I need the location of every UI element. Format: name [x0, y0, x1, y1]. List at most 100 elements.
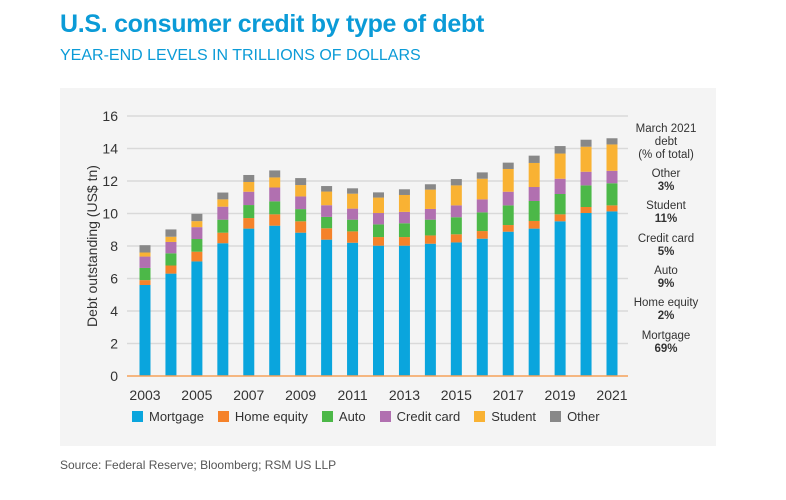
- bar-segment-credit-card: [450, 205, 462, 218]
- bar-segment-home-equity: [269, 214, 281, 226]
- annotation-item: Credit card 5%: [628, 233, 704, 259]
- bar-segment-student: [165, 236, 177, 242]
- bar-segment-auto: [373, 224, 384, 238]
- legend-label: Other: [567, 409, 600, 424]
- bar-segment-mortgage: [269, 225, 281, 376]
- annotation-label: Credit card: [637, 233, 695, 245]
- bar-segment-student: [217, 199, 229, 207]
- legend-label: Home equity: [234, 409, 308, 424]
- bar-segment-other: [347, 188, 359, 194]
- bar-segment-mortgage: [476, 238, 488, 376]
- bar-segment-student: [243, 181, 255, 192]
- bar-segment-home-equity: [606, 205, 618, 212]
- x-tick-label: 2005: [181, 387, 212, 403]
- bar-segment-mortgage: [528, 228, 540, 376]
- bar-segment-student: [476, 178, 488, 200]
- x-tick-label: 2003: [129, 387, 160, 403]
- bar-segment-credit-card: [295, 196, 307, 210]
- annotation-value: 3%: [657, 181, 675, 193]
- bar-segment-auto: [165, 253, 177, 266]
- y-axis-label: Debt outstanding (US$ tn): [84, 165, 100, 327]
- annotation-item: Home equity 2%: [628, 297, 704, 323]
- x-tick-label: 2017: [493, 387, 524, 403]
- y-tick-label: 8: [110, 238, 118, 254]
- x-tick-label: 2007: [233, 387, 264, 403]
- bar-segment-student: [139, 252, 151, 257]
- bar-segment-other: [398, 189, 410, 195]
- bar-segment-student: [606, 144, 618, 171]
- bar-segment-credit-card: [243, 191, 255, 206]
- bar-segment-other: [373, 192, 384, 198]
- legend-item: Credit card: [379, 409, 460, 424]
- bar-segment-credit-card: [321, 205, 333, 217]
- bar-segment-home-equity: [139, 280, 151, 285]
- annotation-value: 11%: [654, 213, 678, 225]
- bar-segment-mortgage: [347, 242, 359, 376]
- bar-segment-home-equity: [373, 237, 384, 246]
- bar-segment-mortgage: [217, 243, 229, 376]
- bar-segment-credit-card: [217, 206, 229, 220]
- bar-segment-mortgage: [424, 243, 436, 376]
- bar-segment-student: [347, 193, 359, 209]
- bar-segment-mortgage: [398, 245, 410, 376]
- bar-segment-other: [580, 139, 592, 147]
- bar-segment-student: [269, 177, 281, 188]
- y-tick-label: 4: [110, 303, 118, 319]
- bar-segment-other: [269, 170, 281, 178]
- bar-segment-auto: [450, 217, 462, 235]
- annotation-item: Mortgage 69%: [628, 330, 704, 356]
- bar-segment-credit-card: [269, 187, 281, 202]
- bar-segment-auto: [269, 201, 281, 215]
- bar-segment-auto: [243, 205, 255, 219]
- bar-segment-credit-card: [424, 208, 436, 220]
- bar-segment-other: [217, 192, 229, 200]
- bar-segment-other: [165, 229, 177, 237]
- bar-segment-home-equity: [424, 235, 436, 244]
- bar-segment-credit-card: [606, 170, 618, 184]
- annotation-value: 5%: [657, 246, 675, 258]
- bar-segment-home-equity: [450, 234, 462, 243]
- legend: Mortgage Home equity Auto Credit card Studen…: [132, 409, 600, 424]
- legend-swatch: [474, 411, 486, 422]
- bar-segment-home-equity: [165, 265, 177, 274]
- bar-segment-mortgage: [295, 232, 307, 376]
- bar-segment-student: [373, 197, 384, 214]
- legend-swatch: [550, 411, 562, 422]
- bar-segment-mortgage: [243, 228, 255, 376]
- bar-segment-other: [139, 245, 151, 253]
- annotation-header: March 2021 debt (% of total): [628, 123, 704, 162]
- bar-segment-auto: [347, 219, 359, 232]
- bar-segment-home-equity: [476, 231, 488, 239]
- legend-label: Student: [491, 409, 537, 424]
- bar-segment-home-equity: [295, 221, 307, 233]
- y-tick-label: 0: [110, 368, 118, 384]
- bar-segment-student: [554, 153, 566, 179]
- bar-segment-other: [528, 155, 540, 163]
- bar-segment-auto: [606, 183, 618, 206]
- bar-segment-auto: [528, 200, 540, 221]
- x-tick-label: 2021: [596, 387, 627, 403]
- bar-segment-other: [606, 138, 618, 145]
- bar-segment-auto: [398, 223, 410, 238]
- bar-segment-credit-card: [580, 171, 592, 186]
- bar-segment-other: [243, 174, 255, 182]
- bar-segment-home-equity: [347, 231, 359, 243]
- annotation-item: Student 11%: [628, 200, 704, 226]
- bar-segment-mortgage: [502, 231, 514, 376]
- bar-segment-student: [321, 191, 333, 206]
- y-tick-label: 6: [110, 271, 118, 287]
- bar-segment-mortgage: [139, 285, 151, 376]
- annotation-item: Other 3%: [628, 168, 704, 194]
- annotation-label: Auto: [654, 265, 678, 277]
- bar-segment-student: [502, 168, 514, 192]
- annotation-header-line: (% of total): [638, 149, 694, 161]
- legend-item: Mortgage: [132, 409, 204, 424]
- bar-segment-home-equity: [243, 218, 255, 229]
- bar-segment-home-equity: [580, 207, 592, 214]
- bar-segment-credit-card: [373, 213, 384, 225]
- bar-segment-other: [424, 184, 436, 190]
- x-tick-label: 2011: [338, 387, 368, 403]
- y-tick-label: 2: [110, 336, 118, 352]
- legend-swatch: [217, 411, 229, 422]
